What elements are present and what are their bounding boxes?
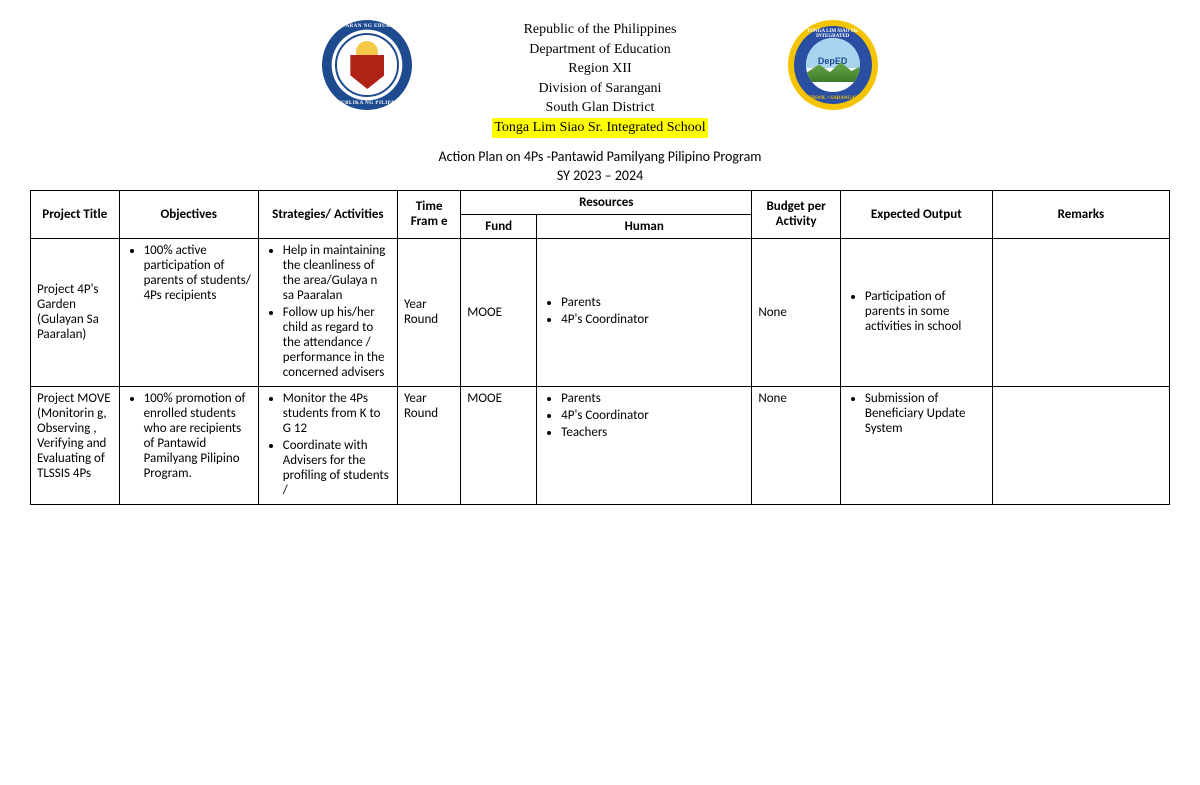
- th-strategies: Strategies/ Activities: [258, 190, 397, 238]
- header-line: Department of Education: [492, 40, 707, 60]
- cell-human: Parents 4P's Coordinator: [537, 238, 752, 386]
- th-remarks: Remarks: [992, 190, 1169, 238]
- header-line: Region XII: [492, 59, 707, 79]
- list-item: Submission of Beneficiary Update System: [865, 391, 986, 436]
- list-item: Help in maintaining the cleanliness of t…: [283, 243, 391, 303]
- cell-human: Parents 4P's Coordinator Teachers: [537, 386, 752, 504]
- header-line: South Glan District: [492, 98, 707, 118]
- table-body: Project 4P's Garden (Gulayan Sa Paaralan…: [31, 238, 1170, 504]
- cell-fund: MOOE: [461, 386, 537, 504]
- cell-project-title: Project 4P's Garden (Gulayan Sa Paaralan…: [31, 238, 120, 386]
- th-project-title: Project Title: [31, 190, 120, 238]
- cell-remarks: [992, 238, 1169, 386]
- deped-seal-icon: KAGAWARAN NG EDUKASYON REPUBLIKA NG PILI…: [322, 20, 412, 110]
- list-item: Follow up his/her child as regard to the…: [283, 305, 391, 380]
- list-item: 100% active participation of parents of …: [144, 243, 252, 303]
- table-row: Project MOVE (Monitorin g, Observing , V…: [31, 386, 1170, 504]
- list-item: Coordinate with Advisers for the profili…: [283, 438, 391, 498]
- th-timeframe: Time Fram e: [397, 190, 460, 238]
- th-fund: Fund: [461, 214, 537, 238]
- cell-budget: None: [752, 238, 841, 386]
- table-row: Project 4P's Garden (Gulayan Sa Paaralan…: [31, 238, 1170, 386]
- list-item: Teachers: [561, 425, 745, 440]
- list-item: 4P's Coordinator: [561, 312, 745, 327]
- school-year: SY 2023 – 2024: [30, 167, 1170, 184]
- action-plan-table: Project Title Objectives Strategies/ Act…: [30, 190, 1170, 505]
- list-item: Parents: [561, 295, 745, 310]
- cell-project-title: Project MOVE (Monitorin g, Observing , V…: [31, 386, 120, 504]
- cell-remarks: [992, 386, 1169, 504]
- th-output: Expected Output: [840, 190, 992, 238]
- th-objectives: Objectives: [119, 190, 258, 238]
- list-item: Parents: [561, 391, 745, 406]
- cell-timeframe: Year Round: [397, 386, 460, 504]
- cell-timeframe: Year Round: [397, 238, 460, 386]
- cell-objectives: 100% promotion of enrolled students who …: [119, 386, 258, 504]
- cell-output: Participation of parents in some activit…: [840, 238, 992, 386]
- school-seal-icon: TONGA LIM SIAO SR. INTEGRATED DepED SCHO…: [788, 20, 878, 110]
- cell-strategies: Help in maintaining the cleanliness of t…: [258, 238, 397, 386]
- header-line: Division of Sarangani: [492, 79, 707, 99]
- document-header: KAGAWARAN NG EDUKASYON REPUBLIKA NG PILI…: [30, 20, 1170, 138]
- th-resources: Resources: [461, 190, 752, 214]
- cell-strategies: Monitor the 4Ps students from K to G 12C…: [258, 386, 397, 504]
- list-item: Monitor the 4Ps students from K to G 12: [283, 391, 391, 436]
- cell-output: Submission of Beneficiary Update System: [840, 386, 992, 504]
- list-item: 4P's Coordinator: [561, 408, 745, 423]
- th-human: Human: [537, 214, 752, 238]
- plan-subtitle: Action Plan on 4Ps -Pantawid Pamilyang P…: [30, 148, 1170, 165]
- header-line: Republic of the Philippines: [492, 20, 707, 40]
- cell-fund: MOOE: [461, 238, 537, 386]
- school-name-highlight: Tonga Lim Siao Sr. Integrated School: [492, 118, 707, 138]
- cell-budget: None: [752, 386, 841, 504]
- th-budget: Budget per Activity: [752, 190, 841, 238]
- list-item: Participation of parents in some activit…: [865, 289, 986, 334]
- list-item: 100% promotion of enrolled students who …: [144, 391, 252, 481]
- header-text-block: Republic of the Philippines Department o…: [492, 20, 707, 138]
- cell-objectives: 100% active participation of parents of …: [119, 238, 258, 386]
